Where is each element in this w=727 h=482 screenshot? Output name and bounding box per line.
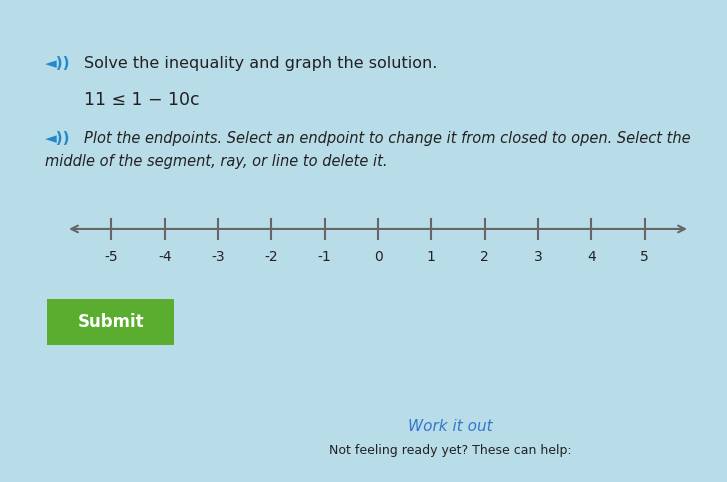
- Text: ◄)): ◄)): [45, 131, 71, 147]
- Text: -2: -2: [265, 250, 278, 264]
- Text: Plot the endpoints. Select an endpoint to change it from closed to open. Select : Plot the endpoints. Select an endpoint t…: [84, 131, 690, 147]
- Text: 0: 0: [374, 250, 382, 264]
- Text: middle of the segment, ray, or line to delete it.: middle of the segment, ray, or line to d…: [45, 154, 387, 169]
- Text: Not feeling ready yet? These can help:: Not feeling ready yet? These can help:: [329, 444, 572, 457]
- Text: 1: 1: [427, 250, 435, 264]
- Text: -5: -5: [105, 250, 119, 264]
- Text: 5: 5: [640, 250, 649, 264]
- Text: -3: -3: [212, 250, 225, 264]
- Text: Work it out: Work it out: [409, 419, 493, 434]
- Text: 4: 4: [587, 250, 595, 264]
- FancyBboxPatch shape: [41, 296, 181, 347]
- Text: ◄)): ◄)): [45, 56, 71, 71]
- Text: Solve the inequality and graph the solution.: Solve the inequality and graph the solut…: [84, 56, 437, 71]
- Text: 11 ≤ 1 − 10c: 11 ≤ 1 − 10c: [84, 91, 199, 109]
- Text: -1: -1: [318, 250, 332, 264]
- Text: 2: 2: [481, 250, 489, 264]
- Text: Submit: Submit: [78, 313, 144, 331]
- Text: 3: 3: [534, 250, 542, 264]
- Text: -4: -4: [158, 250, 172, 264]
